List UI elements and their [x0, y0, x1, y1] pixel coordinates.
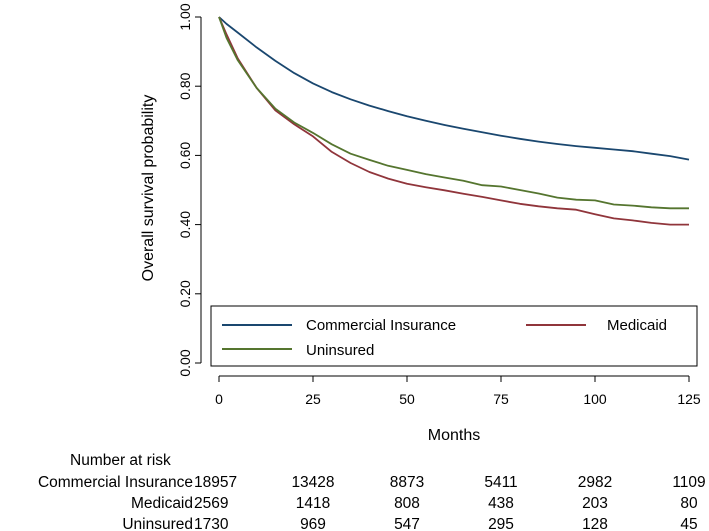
y-tick-label: 0.40 [177, 211, 193, 238]
risk-value-commercial: 1109 [672, 474, 705, 491]
x-axis-title: Months [428, 427, 480, 444]
risk-value-uninsured: 295 [488, 516, 514, 531]
risk-table-header: Number at risk [70, 452, 171, 469]
risk-value-uninsured: 969 [300, 516, 326, 531]
x-axis-ticks: 0 25 50 75 100 125 [215, 376, 701, 407]
x-tick-label: 125 [677, 391, 701, 407]
risk-value-commercial: 13428 [291, 474, 334, 491]
risk-row-label-medicaid: Medicaid [131, 495, 193, 512]
risk-value-commercial: 5411 [484, 474, 517, 491]
survival-curves [218, 16, 690, 226]
legend-label-medicaid: Medicaid [607, 317, 667, 334]
y-axis-title: Overall survival probability [140, 95, 157, 282]
risk-value-commercial: 18957 [194, 474, 237, 491]
y-tick-label: 1.00 [177, 3, 193, 30]
series-line-uninsured [218, 16, 689, 210]
y-tick-label: 0.20 [177, 280, 193, 307]
risk-value-medicaid: 1418 [296, 495, 330, 512]
x-tick-label: 25 [305, 391, 321, 407]
legend-label-uninsured: Uninsured [306, 342, 374, 359]
y-tick-label: 0.80 [177, 72, 193, 99]
risk-row-label-uninsured: Uninsured [122, 516, 193, 531]
y-tick-label: 0.00 [177, 349, 193, 376]
legend: Commercial Insurance Medicaid Uninsured [210, 305, 698, 367]
risk-value-uninsured: 547 [394, 516, 420, 531]
series-line-commercial [218, 16, 690, 161]
x-tick-label: 75 [493, 391, 509, 407]
risk-value-medicaid: 203 [582, 495, 608, 512]
x-tick-label: 50 [399, 391, 415, 407]
risk-value-medicaid: 808 [394, 495, 420, 512]
risk-value-commercial: 2982 [578, 474, 612, 491]
risk-value-uninsured: 1730 [194, 516, 229, 531]
risk-value-uninsured: 45 [680, 516, 697, 531]
legend-label-commercial: Commercial Insurance [306, 317, 456, 334]
risk-value-uninsured: 128 [582, 516, 608, 531]
risk-value-medicaid: 80 [680, 495, 698, 512]
y-axis-ticks: 0.00 0.20 0.40 0.60 0.80 1.00 [177, 3, 201, 377]
x-tick-label: 0 [215, 391, 223, 407]
risk-table: Number at risk Commercial Insurance Medi… [38, 452, 706, 531]
risk-value-medicaid: 2569 [194, 495, 228, 512]
risk-value-commercial: 8873 [390, 474, 424, 491]
x-tick-label: 100 [583, 391, 607, 407]
legend-box [210, 305, 698, 367]
series-line-medicaid [218, 16, 689, 226]
risk-row-label-commercial: Commercial Insurance [38, 474, 193, 491]
risk-table-values: 18957 13428 8873 5411 2982 1109 2569 1418 808 438… [194, 474, 706, 531]
y-tick-label: 0.60 [177, 142, 193, 169]
risk-value-medicaid: 438 [488, 495, 514, 512]
